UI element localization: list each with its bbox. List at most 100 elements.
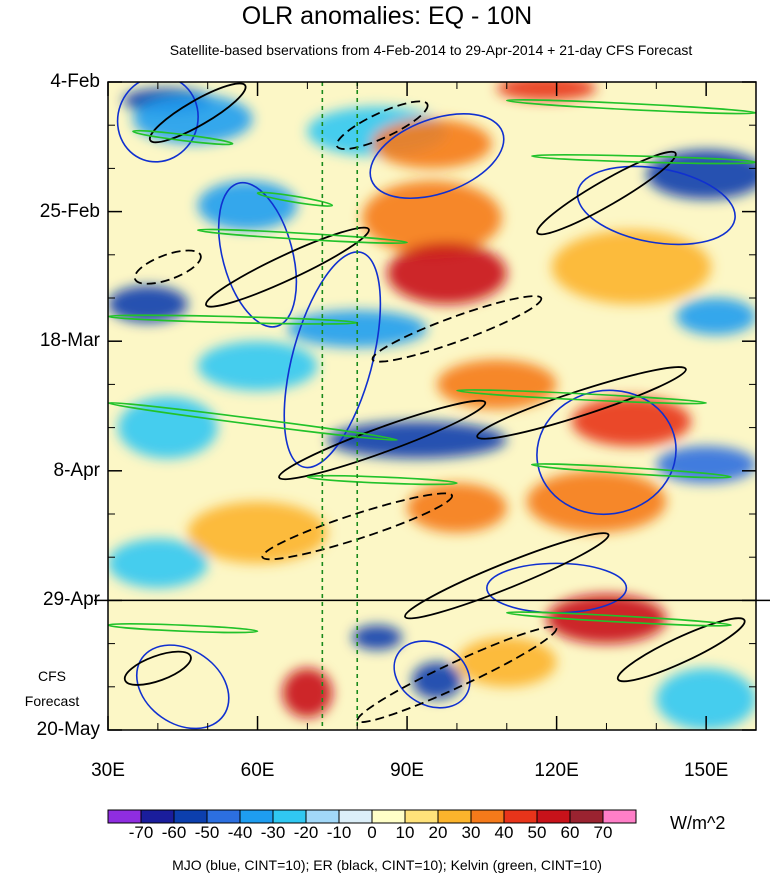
kelvin-contour	[456, 389, 707, 405]
reference-lines	[321, 82, 359, 730]
anomaly-blob	[496, 82, 597, 101]
axis-ticks	[94, 81, 770, 731]
colorbar-label: -30	[260, 823, 286, 842]
er-contours	[123, 82, 746, 724]
y-tick-label: 18-Mar	[39, 330, 100, 352]
chart-subtitle: Satellite-based bservations from 4-Feb-2…	[169, 42, 693, 58]
colorbar-label: 60	[560, 823, 580, 842]
colorbar-units: W/m^2	[670, 813, 726, 833]
colorbar-swatch	[470, 809, 505, 824]
anomaly-blob	[407, 483, 507, 533]
colorbar-label: 40	[494, 823, 514, 842]
er-contour-positive	[476, 366, 687, 440]
anomaly-blob	[436, 359, 557, 410]
kelvin-contour	[530, 463, 732, 479]
colorbar-label: 0	[367, 823, 377, 842]
colorbar	[107, 809, 637, 824]
anomaly-blob	[546, 594, 667, 644]
er-contour-negative	[335, 100, 429, 150]
colorbar-label: -10	[326, 823, 352, 842]
colorbar-swatch	[371, 809, 406, 824]
er-contour-positive	[616, 617, 746, 683]
er-contour-positive	[148, 82, 247, 144]
anomaly-blob	[656, 668, 756, 730]
kelvin-contour	[256, 191, 334, 207]
colorbar-swatch	[503, 809, 538, 824]
y-tick-label: 25-Feb	[39, 200, 100, 222]
colorbar-swatch	[206, 809, 241, 824]
y-tick-label: 29-Apr	[42, 589, 100, 611]
x-tick-label: 30E	[91, 760, 125, 781]
mjo-contour	[283, 251, 382, 469]
colorbar-label: -40	[227, 823, 253, 842]
colorbar-label: -50	[194, 823, 220, 842]
anomaly-blob	[387, 242, 507, 305]
mjo-contour	[393, 640, 471, 709]
anomaly-blob	[282, 668, 333, 718]
anomaly-blob	[551, 230, 712, 305]
anomaly-blob	[187, 501, 328, 564]
colorbar-label: 20	[428, 823, 448, 842]
colorbar-label: 50	[527, 823, 547, 842]
anomaly-blob	[372, 119, 492, 169]
mjo-contour	[369, 113, 505, 200]
colorbar-label: 10	[395, 823, 415, 842]
colorbar-swatch	[437, 809, 472, 824]
anomaly-blob	[117, 396, 218, 459]
anomaly-blob	[132, 94, 253, 144]
colorbar-swatch	[404, 809, 439, 824]
kelvin-contour	[108, 623, 259, 634]
anomaly-blob	[108, 285, 188, 323]
colorbar-label: -70	[128, 823, 154, 842]
colorbar-label: 70	[593, 823, 613, 842]
er-contour-positive	[536, 150, 677, 236]
anomaly-blob	[456, 637, 557, 687]
anomaly-field	[108, 82, 756, 730]
anomaly-blob	[656, 446, 756, 484]
colorbar-swatch	[272, 809, 307, 824]
plot-frame	[107, 81, 757, 731]
er-contour-positive	[205, 226, 370, 308]
kelvin-contour	[505, 99, 756, 115]
colorbar-label: 30	[461, 823, 481, 842]
colorbar-swatch	[569, 809, 604, 824]
colorbar-swatch	[239, 809, 274, 824]
x-tick-label: 120E	[534, 760, 579, 781]
y-tick-label: 20-May	[36, 719, 100, 740]
y-tick-label: 8-Apr	[53, 459, 100, 481]
colorbar-swatch	[536, 809, 571, 824]
colorbar-swatch	[107, 809, 142, 824]
er-contour-positive	[278, 399, 487, 481]
kelvin-contour	[306, 474, 458, 486]
mjo-contour	[135, 644, 230, 730]
er-contour-positive	[404, 532, 610, 620]
colorbar-swatch	[338, 809, 373, 824]
anomaly-blob	[412, 662, 462, 700]
anomaly-blob	[526, 470, 667, 533]
colorbar-swatch	[173, 809, 208, 824]
kelvin-contour	[132, 129, 234, 146]
er-contour-negative	[356, 625, 558, 724]
colorbar-swatch	[140, 809, 175, 824]
colorbar-swatch	[305, 809, 340, 824]
chart-title: OLR anomalies: EQ - 10N	[241, 2, 533, 30]
mjo-contour	[217, 181, 298, 328]
x-tick-label: 90E	[390, 760, 424, 781]
x-tick-label: 150E	[683, 760, 729, 781]
er-contour-negative	[261, 492, 454, 561]
y-tick-label: 4-Feb	[50, 71, 100, 92]
anomaly-blob	[197, 341, 318, 391]
colorbar-label: -60	[161, 823, 187, 842]
kelvin-contour	[196, 228, 408, 244]
er-contour-negative	[133, 249, 202, 285]
mjo-contour	[116, 82, 199, 163]
anomaly-blob	[362, 180, 502, 255]
forecast-label-line2: Forecast	[24, 693, 80, 709]
er-contour-negative	[371, 295, 543, 363]
plot-area	[108, 82, 756, 730]
kelvin-contour	[505, 611, 732, 627]
x-tick-label: 60E	[240, 760, 275, 781]
anomaly-blob	[676, 298, 756, 336]
legend-footer: MJO (blue, CINT=10); ER (black, CINT=10)…	[172, 857, 602, 873]
